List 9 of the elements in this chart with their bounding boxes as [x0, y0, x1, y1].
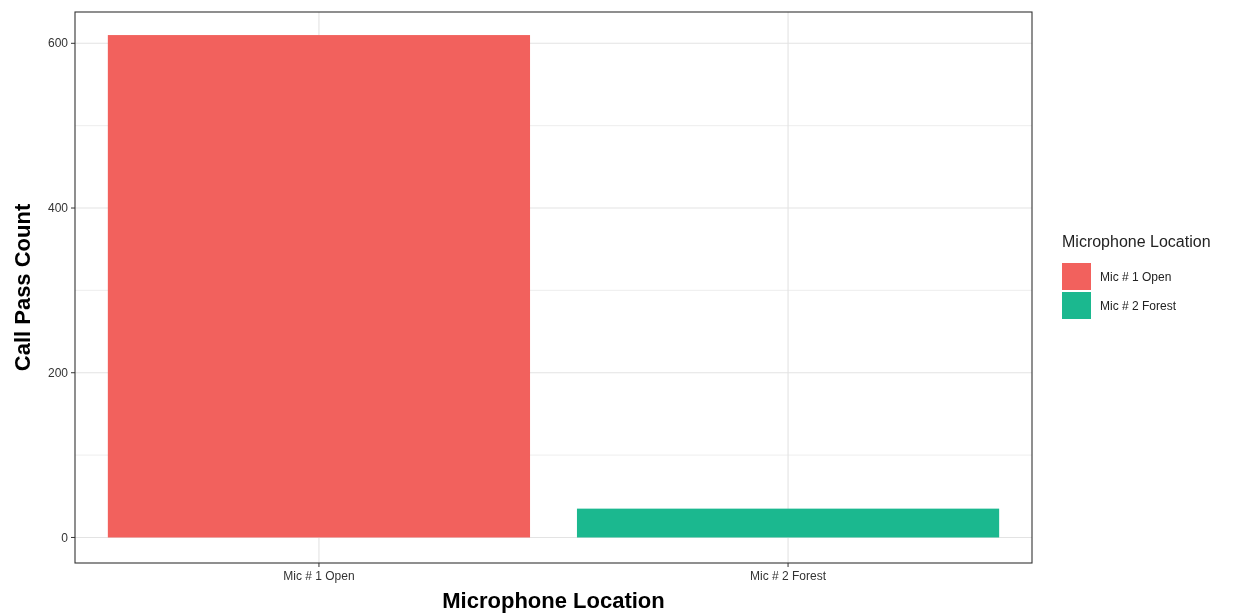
y-tick-label: 600 — [47, 36, 69, 51]
y-tick-label: 400 — [47, 201, 69, 216]
legend-label: Mic # 2 Forest — [1100, 299, 1177, 313]
y-axis-title: Call Pass Count — [10, 203, 35, 372]
y-tick-label: 200 — [47, 365, 69, 380]
legend-label: Mic # 1 Open — [1100, 270, 1172, 284]
x-axis-title: Microphone Location — [442, 588, 665, 613]
legend-title: Microphone Location — [1062, 233, 1211, 250]
y-tick-label: 0 — [61, 530, 69, 545]
